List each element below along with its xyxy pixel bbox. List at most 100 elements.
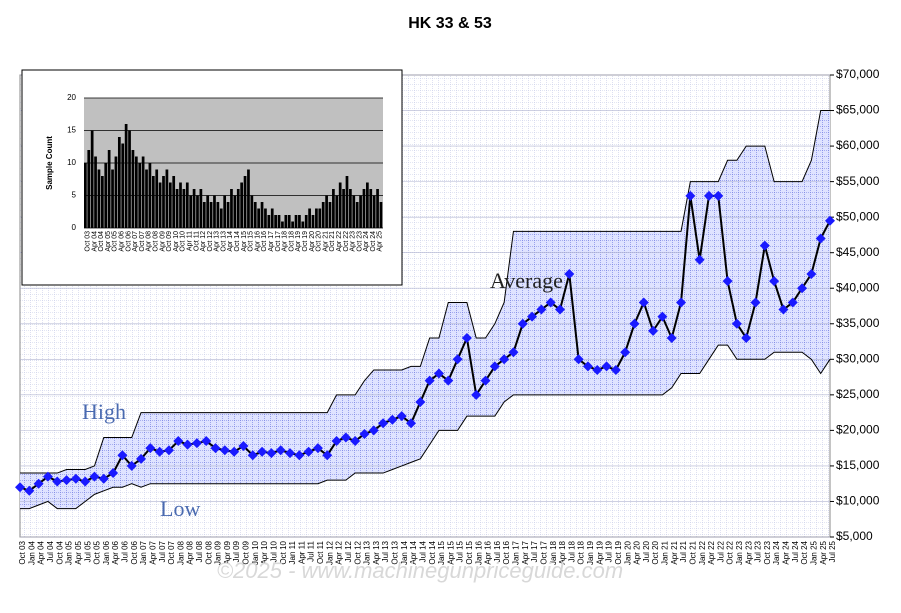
- x-tick-label: Jan 24: [772, 540, 781, 565]
- average-marker: [750, 297, 761, 308]
- average-marker: [350, 436, 361, 447]
- bar: [148, 163, 152, 228]
- bar: [121, 143, 125, 228]
- annotation: Average: [490, 268, 563, 293]
- average-marker: [359, 428, 370, 439]
- bar: [366, 182, 369, 228]
- x-tick-label: Jul 15: [456, 540, 465, 562]
- x-tick-label: Jul 06: [121, 540, 130, 562]
- range-line: [20, 344, 831, 510]
- average-marker: [238, 441, 249, 452]
- average-marker: [685, 190, 696, 201]
- x-tick-label: Jan 22: [698, 540, 707, 565]
- x-tick-label: Apr 04: [37, 540, 46, 564]
- x-tick-label: Oct 24: [800, 540, 809, 564]
- x-tick-label: Apr 21: [322, 231, 329, 252]
- bar: [372, 195, 376, 228]
- x-tick-label: Jan 23: [735, 540, 744, 565]
- bar: [240, 182, 244, 228]
- x-tick-label: Oct 17: [539, 540, 548, 564]
- bar: [311, 215, 315, 228]
- x-tick-label: Jul 24: [791, 540, 800, 562]
- bar: [257, 208, 261, 228]
- bar: [168, 182, 172, 228]
- average-marker: [191, 438, 202, 449]
- average-marker: [759, 240, 770, 251]
- bar: [349, 189, 352, 228]
- average-marker: [787, 297, 798, 308]
- x-tick-label: Jul 13: [381, 540, 390, 562]
- average-marker: [52, 476, 63, 487]
- x-tick-label: Oct 15: [465, 540, 474, 564]
- average-marker: [443, 375, 454, 386]
- x-tick-label: Oct 21: [329, 231, 336, 252]
- x-tick-label: Oct 03: [85, 231, 92, 252]
- average-marker: [331, 436, 342, 447]
- x-tick-label: Jul 04: [46, 540, 55, 562]
- x-tick-label: Jan 05: [65, 540, 74, 565]
- x-tick-label: Oct 07: [139, 231, 146, 252]
- bar: [359, 195, 362, 228]
- bar: [182, 189, 186, 228]
- x-tick-label: Oct 14: [234, 231, 241, 252]
- average-marker: [731, 318, 742, 329]
- x-tick-label: Jan 21: [661, 540, 670, 565]
- x-tick-label: Apr 25: [819, 540, 828, 564]
- bar: [332, 189, 335, 228]
- average-marker: [173, 436, 184, 447]
- x-tick-label: Jan 25: [809, 540, 818, 565]
- x-tick-label: Jan 06: [102, 540, 111, 565]
- average-marker: [303, 446, 314, 457]
- bar: [209, 202, 213, 228]
- average-marker: [815, 233, 826, 244]
- x-tick-label: Oct 23: [763, 540, 772, 564]
- x-tick-label: Jul 23: [754, 540, 763, 562]
- average-marker: [33, 478, 44, 489]
- bar: [192, 189, 196, 228]
- bar: [264, 208, 267, 228]
- x-tick-label: Apr 11: [297, 540, 306, 564]
- x-tick-label: Apr 13: [214, 231, 221, 252]
- x-tick-label: Jul 22: [716, 540, 725, 562]
- bar: [151, 176, 155, 228]
- bar: [369, 189, 373, 228]
- x-tick-label: Oct 20: [651, 540, 660, 564]
- bar: [318, 208, 322, 228]
- average-marker: [322, 450, 333, 461]
- bar: [87, 150, 91, 228]
- x-tick-label: Apr 14: [409, 540, 418, 564]
- bar: [175, 189, 179, 228]
- y-tick-label: $15,000: [836, 458, 880, 472]
- bar: [97, 169, 101, 228]
- x-tick-label: Jul 25: [828, 540, 837, 562]
- average-marker: [452, 354, 463, 365]
- average-marker: [145, 443, 156, 454]
- bar: [138, 163, 142, 228]
- bar: [100, 176, 104, 228]
- y-tick-label: $40,000: [836, 280, 880, 294]
- average-marker: [61, 475, 72, 486]
- x-tick-label: Apr 15: [446, 540, 455, 564]
- bar: [352, 195, 356, 228]
- average-marker: [15, 482, 25, 493]
- x-tick-label: Jul 11: [307, 540, 316, 561]
- y-tick-label: $5,000: [836, 529, 873, 543]
- bar: [104, 163, 108, 228]
- average-marker: [713, 190, 724, 201]
- bar: [284, 215, 288, 228]
- bar: [141, 156, 145, 228]
- x-tick-label: Jul 17: [530, 540, 539, 562]
- average-marker: [499, 354, 510, 365]
- x-tick-label: Jul 08: [195, 540, 204, 562]
- x-tick-label: Oct 04: [55, 540, 64, 564]
- x-tick-label: Apr 18: [282, 231, 289, 252]
- average-marker: [182, 439, 193, 450]
- bar: [298, 215, 301, 228]
- x-tick-label: Apr 23: [350, 231, 357, 252]
- average-marker: [424, 375, 435, 386]
- x-tick-label: Apr 13: [372, 540, 381, 564]
- y-tick-label: $65,000: [836, 103, 880, 117]
- average-marker: [564, 269, 575, 280]
- average-marker: [285, 448, 295, 459]
- bar: [124, 124, 128, 228]
